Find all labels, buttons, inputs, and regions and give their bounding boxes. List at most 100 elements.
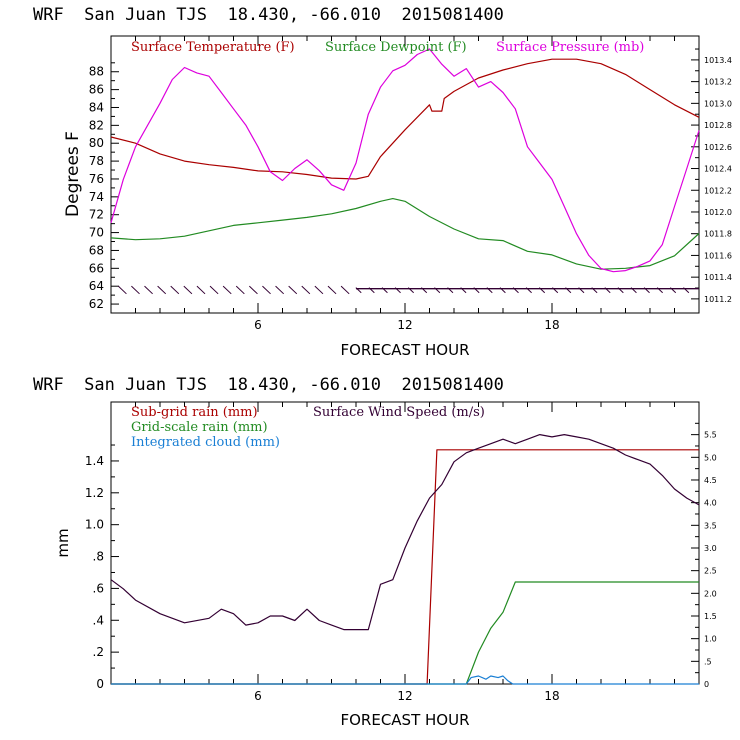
panel-1-ylabel: Degrees F: [63, 131, 83, 217]
legend-surface-pressure: Surface Pressure (mb): [496, 40, 644, 55]
y2-tick-label: 0: [704, 680, 709, 689]
legend-sub-grid-rain: Sub-grid rain (mm): [131, 405, 258, 420]
y2-tick-label: 5.5: [704, 431, 717, 440]
y2-tick-label: 1013.0: [704, 99, 732, 108]
y-tick-label: .4: [93, 613, 104, 627]
wind-barb: [209, 285, 219, 295]
y-tick-label: 88: [89, 65, 104, 79]
wind-barb: [314, 285, 324, 295]
panel-1-xlabel: FORECAST HOUR: [340, 341, 469, 359]
x-tick-label: 6: [254, 689, 262, 703]
y2-tick-label: 1011.8: [704, 230, 732, 239]
panel-1-ticks: [111, 36, 699, 313]
y-tick-label: 68: [89, 243, 104, 257]
y-tick-label: 72: [89, 208, 104, 222]
wind-barb: [170, 285, 180, 295]
y-tick-label: .2: [93, 645, 104, 659]
y2-tick-label: 1012.2: [704, 186, 732, 195]
series-surface-pressure-mb-line: [110, 48, 700, 273]
wind-barb: [327, 285, 337, 295]
panel-2-title: WRF San Juan TJS 18.430, -66.010 2015081…: [33, 375, 504, 395]
y2-tick-label: 3.0: [704, 544, 717, 553]
wind-barb: [275, 285, 284, 295]
y2-tick-label: 1.5: [704, 612, 717, 621]
y2-tick-label: 2.0: [704, 589, 717, 598]
y2-tick-label: 4.0: [704, 499, 717, 508]
y-tick-label: 76: [89, 172, 104, 186]
x-tick-label: 18: [544, 689, 559, 703]
y2-tick-label: 2.5: [704, 567, 717, 576]
y-tick-label: 0: [96, 677, 104, 691]
y-tick-label: 86: [89, 83, 104, 97]
wind-barb: [340, 285, 350, 295]
wind-barb: [196, 285, 206, 295]
y-tick-label: 1.0: [85, 518, 104, 532]
x-tick-label: 18: [544, 318, 559, 332]
series-surface-dewpoint-f-line: [110, 198, 700, 270]
y2-tick-label: 1012.4: [704, 165, 732, 174]
x-tick-label: 12: [397, 318, 412, 332]
wind-barb: [288, 285, 298, 295]
y2-tick-label: .5: [704, 657, 712, 666]
series-sub-grid-rain-mm-line: [111, 449, 699, 685]
y2-tick-label: 1011.2: [704, 295, 732, 304]
y2-tick-label: 1012.6: [704, 143, 732, 152]
panel-2-tick-labels: 0 .2 .4 .6 .8 1.0 1.2 1.4 0 .5 1.0 1.5 2.0 2.5 3.0 3.5 4…: [85, 431, 717, 703]
legend-surface-dewpoint: Surface Dewpoint (F): [325, 40, 467, 55]
wind-barb: [117, 285, 127, 295]
wind-barb: [183, 285, 193, 295]
wind-barb: [131, 285, 140, 295]
wind-barb: [249, 285, 258, 295]
legend-grid-scale-rain: Grid-scale rain (mm): [131, 420, 268, 435]
series-grid-scale-rain-mm-line: [111, 581, 699, 685]
legend-integrated-cloud: Integrated cloud (mm): [131, 435, 280, 450]
x-tick-label: 6: [254, 318, 262, 332]
panel-1-wind-barbs: [117, 285, 699, 295]
y-tick-label: 1.4: [85, 454, 104, 468]
y-tick-label: 82: [89, 118, 104, 132]
panel-2: WRF San Juan TJS 18.430, -66.010 2015081…: [33, 375, 717, 729]
panel-1-tick-labels: 62 64 66 68 70 72 74 76 78 80 82 84 86 88 1011.2 1011.4…: [89, 56, 732, 332]
series-surface-wind-speed-m-s-line: [110, 434, 700, 631]
series-integrated-cloud-mm-line: [111, 675, 699, 685]
wind-barb: [235, 285, 245, 295]
panel-2-series: [110, 434, 700, 685]
y2-tick-label: 1013.2: [704, 78, 732, 87]
y2-tick-label: 3.5: [704, 521, 717, 530]
y-tick-label: 1.2: [85, 486, 104, 500]
y-tick-label: 66: [89, 261, 104, 275]
panel-1: WRF San Juan TJS 18.430, -66.010 2015081…: [33, 5, 732, 359]
y2-tick-label: 1012.0: [704, 208, 732, 217]
y2-tick-label: 1013.4: [704, 56, 732, 65]
wind-barb: [262, 285, 271, 295]
y2-tick-label: 1012.8: [704, 121, 732, 130]
series-surface-temperature-f-line: [110, 58, 700, 180]
panel-2-ticks: [111, 402, 699, 685]
y-tick-label: 70: [89, 226, 104, 240]
y-tick-label: 64: [89, 279, 104, 293]
legend-surface-wind-speed: Surface Wind Speed (m/s): [313, 405, 485, 420]
panel-1-title: WRF San Juan TJS 18.430, -66.010 2015081…: [33, 5, 504, 25]
y2-tick-label: 1011.6: [704, 251, 732, 260]
wind-barb: [144, 285, 153, 295]
panel-2-ylabel: mm: [54, 528, 72, 557]
y-tick-label: .8: [93, 550, 104, 564]
legend-surface-temperature: Surface Temperature (F): [131, 40, 295, 55]
y-tick-label: .6: [93, 581, 104, 595]
y2-tick-label: 5.0: [704, 453, 717, 462]
y-tick-label: 80: [89, 136, 104, 150]
y2-tick-label: 1011.4: [704, 273, 732, 282]
y-tick-label: 74: [89, 190, 104, 204]
wind-barb: [157, 285, 167, 295]
y-tick-label: 84: [89, 100, 104, 114]
wind-barb: [301, 285, 311, 295]
y2-tick-label: 4.5: [704, 476, 717, 485]
panel-2-xlabel: FORECAST HOUR: [340, 711, 469, 729]
panel-1-series: [110, 48, 700, 273]
y2-tick-label: 1.0: [704, 635, 717, 644]
wind-barb: [222, 285, 232, 295]
x-tick-label: 12: [397, 689, 412, 703]
y-tick-label: 78: [89, 154, 104, 168]
y-tick-label: 62: [89, 297, 104, 311]
